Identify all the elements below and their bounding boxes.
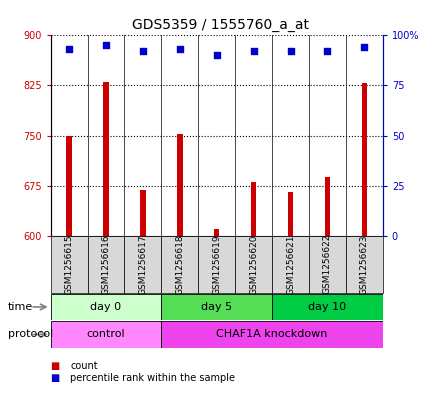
Bar — [198, 236, 235, 293]
Point — [66, 46, 73, 53]
Text: percentile rank within the sample: percentile rank within the sample — [70, 373, 235, 383]
Bar — [161, 294, 272, 320]
Text: GDS5359 / 1555760_a_at: GDS5359 / 1555760_a_at — [132, 18, 308, 32]
Text: GSM1256616: GSM1256616 — [102, 234, 110, 295]
Point — [213, 52, 220, 59]
Bar — [66, 136, 72, 236]
Text: count: count — [70, 361, 98, 371]
Text: GSM1256621: GSM1256621 — [286, 234, 295, 294]
Point — [250, 48, 257, 55]
Text: protocol: protocol — [8, 329, 53, 340]
Bar — [272, 236, 309, 293]
Point — [176, 46, 183, 53]
Bar — [362, 83, 367, 236]
Point — [324, 48, 331, 55]
Text: GSM1256622: GSM1256622 — [323, 234, 332, 294]
Bar — [309, 236, 346, 293]
Bar — [161, 321, 383, 348]
Text: GSM1256619: GSM1256619 — [212, 234, 221, 295]
Bar — [251, 182, 257, 236]
Point — [103, 42, 110, 48]
Bar — [51, 321, 161, 348]
Bar — [103, 82, 109, 236]
Bar — [140, 190, 146, 236]
Text: time: time — [8, 302, 33, 312]
Bar — [125, 236, 161, 293]
Point — [361, 44, 368, 51]
Bar — [235, 236, 272, 293]
Bar — [161, 236, 198, 293]
Bar — [346, 236, 383, 293]
Bar — [177, 134, 183, 236]
Text: day 0: day 0 — [90, 302, 121, 312]
Text: GSM1256618: GSM1256618 — [175, 234, 184, 295]
Text: CHAF1A knockdown: CHAF1A knockdown — [216, 329, 328, 340]
Bar — [272, 294, 383, 320]
Text: day 10: day 10 — [308, 302, 346, 312]
Bar — [214, 229, 220, 236]
Bar — [288, 192, 293, 236]
Point — [139, 48, 147, 55]
Bar — [51, 236, 88, 293]
Bar — [325, 177, 330, 236]
Point — [287, 48, 294, 55]
Text: GSM1256623: GSM1256623 — [360, 234, 369, 294]
Text: GSM1256617: GSM1256617 — [138, 234, 147, 295]
Bar — [88, 236, 125, 293]
Text: GSM1256615: GSM1256615 — [65, 234, 73, 295]
Text: day 5: day 5 — [201, 302, 232, 312]
Text: ■: ■ — [51, 361, 60, 371]
Text: control: control — [87, 329, 125, 340]
Text: GSM1256620: GSM1256620 — [249, 234, 258, 294]
Text: ■: ■ — [51, 373, 60, 383]
Bar — [51, 294, 161, 320]
